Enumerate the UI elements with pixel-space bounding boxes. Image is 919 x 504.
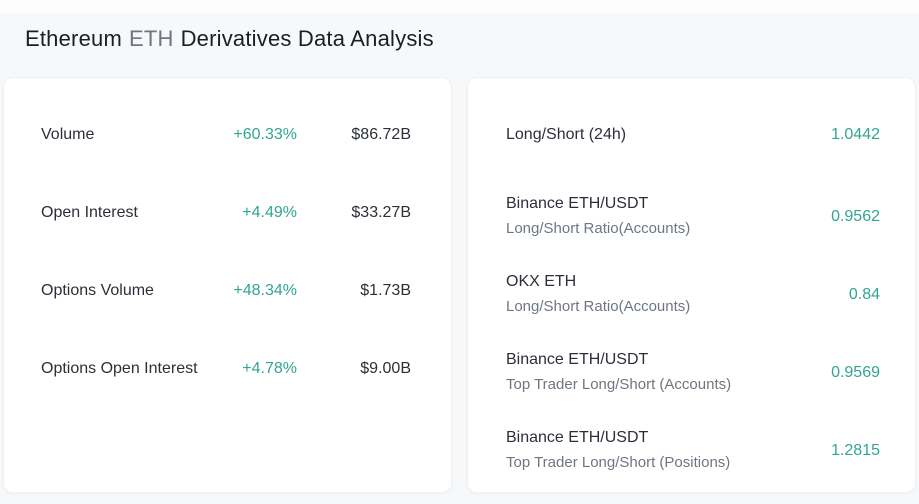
- ratio-labels: Binance ETH/USDT Long/Short Ratio(Accoun…: [506, 192, 831, 242]
- metric-label: Options Volume: [41, 282, 154, 299]
- metric-change: +4.49%: [242, 204, 297, 221]
- ratio-row-binance-top-trader-accounts: Binance ETH/USDT Top Trader Long/Short (…: [506, 348, 880, 398]
- metric-value: $33.27B: [351, 204, 411, 221]
- ratio-value: 0.9562: [831, 208, 880, 225]
- metric-change: +48.34%: [233, 282, 297, 299]
- ratio-row-binance-top-trader-positions: Binance ETH/USDT Top Trader Long/Short (…: [506, 426, 880, 476]
- metric-change: +60.33%: [233, 126, 297, 143]
- metric-row-options-volume: Options Volume +48.34% $1.73B: [41, 279, 411, 303]
- metric-value: $1.73B: [360, 282, 411, 299]
- title-coin-symbol: ETH: [128, 26, 174, 51]
- metric-row-open-interest: Open Interest +4.49% $33.27B: [41, 201, 411, 225]
- ratio-subtitle: Long/Short Ratio(Accounts): [506, 298, 691, 315]
- metric-change: +4.78%: [242, 360, 297, 377]
- ratio-subtitle: Top Trader Long/Short (Positions): [506, 454, 731, 471]
- ratio-value: 0.9569: [831, 364, 880, 381]
- metric-value: $86.72B: [351, 126, 411, 143]
- ratio-row-okx-accounts: OKX ETH Long/Short Ratio(Accounts) 0.84: [506, 270, 880, 320]
- ratio-labels: OKX ETH Long/Short Ratio(Accounts): [506, 270, 849, 320]
- long-short-ratios-card: Long/Short (24h) 1.0442 Binance ETH/USDT…: [467, 77, 916, 493]
- ratio-labels: Long/Short (24h): [506, 123, 831, 147]
- metric-label: Volume: [41, 126, 95, 143]
- ratio-title: Binance ETH/USDT: [506, 195, 649, 212]
- ratio-value: 1.2815: [831, 442, 880, 459]
- title-coin-name: Ethereum: [25, 26, 122, 51]
- ratio-row-binance-accounts: Binance ETH/USDT Long/Short Ratio(Accoun…: [506, 192, 880, 242]
- ratio-subtitle: Long/Short Ratio(Accounts): [506, 220, 691, 237]
- ratio-labels: Binance ETH/USDT Top Trader Long/Short (…: [506, 348, 831, 398]
- metric-label: Open Interest: [41, 204, 138, 221]
- ratio-labels: Binance ETH/USDT Top Trader Long/Short (…: [506, 426, 831, 476]
- volume-metrics-card: Volume +60.33% $86.72B Open Interest +4.…: [3, 77, 452, 493]
- metric-row-volume: Volume +60.33% $86.72B: [41, 123, 411, 147]
- ratio-title: Long/Short (24h): [506, 126, 627, 143]
- ratio-value: 1.0442: [831, 126, 880, 143]
- ratio-subtitle: Top Trader Long/Short (Accounts): [506, 376, 732, 393]
- title-suffix: Derivatives Data Analysis: [180, 26, 434, 51]
- ratio-title: OKX ETH: [506, 273, 577, 290]
- top-divider-strip: [0, 0, 919, 13]
- ratio-row-long-short-24h: Long/Short (24h) 1.0442: [506, 123, 880, 147]
- metric-label: Options Open Interest: [41, 360, 198, 377]
- ratio-value: 0.84: [848, 286, 880, 303]
- metric-row-options-open-interest: Options Open Interest +4.78% $9.00B: [41, 357, 411, 381]
- ratio-title: Binance ETH/USDT: [506, 351, 649, 368]
- metric-value: $9.00B: [360, 360, 411, 377]
- page-title: Ethereum ETH Derivatives Data Analysis: [25, 26, 434, 52]
- ratio-title: Binance ETH/USDT: [506, 429, 649, 446]
